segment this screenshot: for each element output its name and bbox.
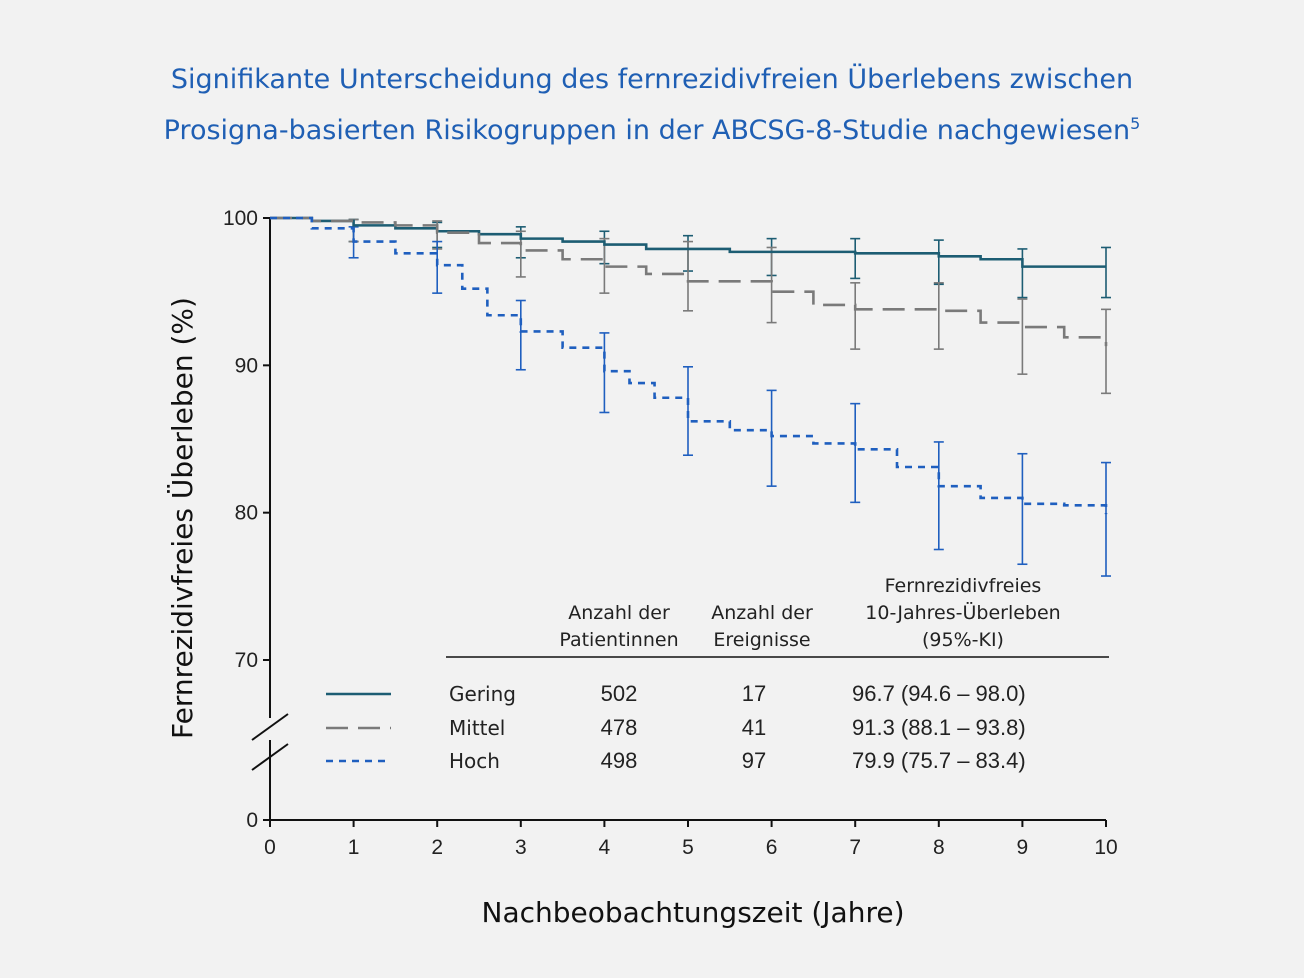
axes xyxy=(251,217,1107,827)
table-row-label: Hoch xyxy=(449,749,500,773)
chart-title-line1: Signifikante Unterscheidung des fernrezi… xyxy=(170,64,1134,95)
table-cell-survival: 91.3 (88.1 – 93.8) xyxy=(852,715,1026,740)
table-cell-patients: 498 xyxy=(601,748,638,773)
summary-table: Anzahl der Patientinnen Anzahl der Ereignis… xyxy=(326,575,1109,773)
x-tick-label: 1 xyxy=(348,836,360,859)
table-cell-patients: 478 xyxy=(601,715,638,740)
table-cell-patients: 502 xyxy=(601,681,638,706)
x-tick-label: 5 xyxy=(682,836,694,859)
table-cell-survival: 79.9 (75.7 – 83.4) xyxy=(852,748,1026,773)
x-tick-label: 10 xyxy=(1094,836,1117,859)
axis-break-mark xyxy=(251,743,289,771)
y-tick-label: 90 xyxy=(235,354,258,377)
table-cell-events: 41 xyxy=(742,715,766,740)
table-header: Anzahl der xyxy=(711,602,813,624)
x-tick-label: 0 xyxy=(264,836,276,859)
table-cell-survival: 96.7 (94.6 – 98.0) xyxy=(852,681,1026,706)
y-tick-label: 80 xyxy=(235,502,258,525)
footnote-marker: 5 xyxy=(1130,114,1141,133)
table-header: 10-Jahres-Überleben xyxy=(865,601,1060,624)
y-tick-label: 0 xyxy=(246,809,258,832)
table-header: Patientinnen xyxy=(559,629,678,651)
table-header: (95%-KI) xyxy=(922,629,1004,651)
axis-break-mark xyxy=(251,713,289,741)
curve-mittel xyxy=(270,216,1108,347)
x-tick-label: 3 xyxy=(515,836,527,859)
table-header: Anzahl der xyxy=(568,602,670,624)
chart-title: Signifikante Unterscheidung des fernrezi… xyxy=(0,58,1304,153)
curve-hoch xyxy=(270,216,1108,515)
table-row-label: Gering xyxy=(449,682,516,706)
chart-title-line2-text: Prosigna-basierten Risikogruppen in der … xyxy=(163,115,1131,146)
table-header: Fernrezidivfreies xyxy=(885,575,1042,597)
y-tick-label: 100 xyxy=(223,207,258,230)
y-tick-label: 70 xyxy=(235,649,258,672)
tick-labels: 100 90 80 70 00 1 2 3 4 5 6 7 8 9 10 xyxy=(223,207,1118,859)
table-row-label: Mittel xyxy=(449,716,505,740)
survival-curves xyxy=(270,216,1108,515)
x-tick-label: 7 xyxy=(849,836,861,859)
confidence-intervals xyxy=(348,218,1111,577)
x-tick-label: 2 xyxy=(431,836,443,859)
x-tick-label: 4 xyxy=(599,836,611,859)
chart-title-line2: Prosigna-basierten Risikogruppen in der … xyxy=(0,102,1304,153)
table-cell-events: 97 xyxy=(742,748,766,773)
x-axis-label: Nachbeobachtungszeit (Jahre) xyxy=(482,896,905,929)
table-cell-events: 17 xyxy=(742,681,766,706)
x-tick-label: 9 xyxy=(1017,836,1029,859)
table-header: Ereignisse xyxy=(713,629,810,651)
y-axis-label: Fernrezidivfreies Überleben (%) xyxy=(165,297,199,739)
curve-gering xyxy=(270,216,1106,268)
x-tick-label: 6 xyxy=(766,836,778,859)
x-tick-label: 8 xyxy=(933,836,945,859)
